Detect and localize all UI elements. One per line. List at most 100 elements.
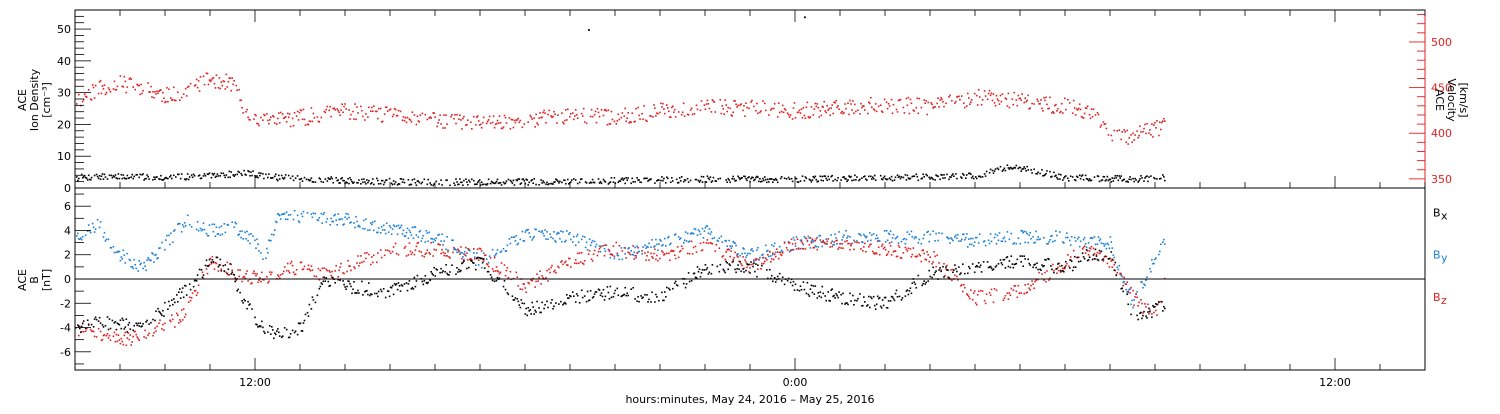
data-point-velocity: [256, 122, 258, 125]
data-point-ion-density: [327, 177, 330, 179]
data-point-bx: [924, 283, 926, 285]
data-point-bz: [603, 254, 606, 257]
data-point-bz: [105, 334, 108, 337]
data-point-ion-density: [76, 176, 78, 178]
data-point-by: [917, 241, 920, 244]
data-point-ion-density: [858, 179, 860, 182]
data-point-ion-density: [158, 178, 160, 180]
data-point-bx: [695, 277, 698, 279]
data-point-velocity: [1142, 130, 1144, 133]
data-point-by: [989, 233, 992, 235]
data-point-bz: [492, 270, 495, 273]
data-point-velocity: [471, 128, 473, 130]
data-point-velocity: [772, 107, 775, 110]
top-right-tick-label: 500: [1431, 36, 1452, 49]
data-point-velocity: [138, 84, 140, 87]
data-point-velocity: [543, 109, 545, 112]
data-point-velocity: [487, 119, 490, 121]
data-point-velocity: [300, 109, 303, 112]
data-point-velocity: [611, 118, 614, 121]
data-point-velocity: [986, 98, 989, 101]
data-point-by: [170, 232, 172, 235]
data-point-ion-density: [851, 179, 853, 182]
data-point-bx: [610, 296, 613, 299]
data-point-velocity: [1146, 122, 1148, 125]
data-point-ion-density: [564, 179, 566, 182]
data-point-bz: [187, 301, 190, 303]
data-point-ion-density: [1022, 167, 1024, 170]
data-point-by: [1110, 241, 1113, 243]
data-point-bz: [779, 253, 782, 256]
data-point-bz: [583, 260, 586, 262]
data-point-ion-density: [1132, 177, 1134, 180]
data-point-velocity: [249, 119, 251, 121]
data-point-bz: [457, 248, 459, 251]
data-point-bx: [201, 276, 204, 279]
data-point-bz: [410, 253, 413, 256]
data-point-velocity: [150, 85, 152, 88]
data-point-velocity: [429, 116, 431, 118]
data-point-by: [206, 234, 209, 237]
data-point-bz: [1081, 248, 1084, 250]
data-point-bz: [239, 269, 241, 271]
data-point-by: [383, 229, 386, 231]
data-point-by: [890, 241, 893, 243]
data-point-bx: [1056, 268, 1058, 270]
data-point-ion-density: [113, 176, 116, 178]
data-point-velocity: [129, 77, 132, 79]
data-point-by: [780, 249, 783, 252]
data-point-bz: [481, 258, 484, 261]
data-point-bx: [1136, 314, 1138, 317]
data-point-bz: [441, 248, 443, 251]
data-point-bz: [301, 268, 304, 271]
data-point-bx: [955, 267, 957, 270]
data-point-ion-density: [241, 174, 243, 177]
data-point-velocity: [227, 80, 230, 83]
data-point-ion-density: [429, 182, 431, 184]
data-point-bz: [220, 268, 223, 270]
data-point-velocity: [299, 109, 302, 111]
data-point-velocity: [1076, 109, 1079, 111]
data-point-ion-density: [791, 180, 794, 183]
data-point-bz: [895, 255, 898, 258]
data-point-ion-density: [463, 179, 465, 182]
data-point-by: [774, 251, 777, 254]
data-point-bz: [679, 250, 682, 252]
data-point-bz: [85, 327, 88, 330]
data-point-bz: [981, 290, 984, 292]
data-point-velocity: [285, 121, 288, 123]
data-point-ion-density: [259, 174, 261, 177]
data-point-by: [540, 231, 542, 233]
data-point-velocity: [246, 108, 248, 111]
data-point-ion-density: [961, 177, 963, 179]
data-point-by: [1017, 237, 1020, 239]
data-point-bx: [881, 299, 884, 301]
data-point-velocity: [848, 113, 850, 116]
data-point-velocity: [179, 99, 181, 101]
data-point-by: [1085, 246, 1088, 249]
data-point-bz: [570, 266, 572, 268]
data-point-by: [81, 236, 84, 238]
data-point-velocity: [486, 120, 489, 123]
data-point-ion-density: [101, 173, 104, 175]
data-point-by: [116, 251, 119, 253]
data-point-by: [658, 243, 660, 245]
data-point-ion-density: [312, 181, 315, 183]
data-point-ion-density: [380, 179, 383, 182]
data-point-by: [664, 237, 666, 240]
data-point-bx: [92, 326, 95, 328]
data-point-bz: [592, 253, 595, 255]
data-point-by: [982, 240, 985, 243]
data-point-velocity: [695, 104, 698, 107]
data-point-bx: [196, 274, 199, 276]
data-point-bz: [415, 245, 418, 248]
data-point-by: [971, 237, 974, 240]
data-point-by: [728, 239, 730, 242]
data-point-bx: [857, 297, 859, 300]
data-point-velocity: [1127, 143, 1129, 145]
data-point-bx: [597, 288, 600, 291]
data-point-ion-density: [1146, 175, 1148, 177]
data-point-bz: [597, 250, 600, 253]
data-point-velocity: [756, 102, 758, 105]
data-point-bx: [185, 294, 188, 296]
